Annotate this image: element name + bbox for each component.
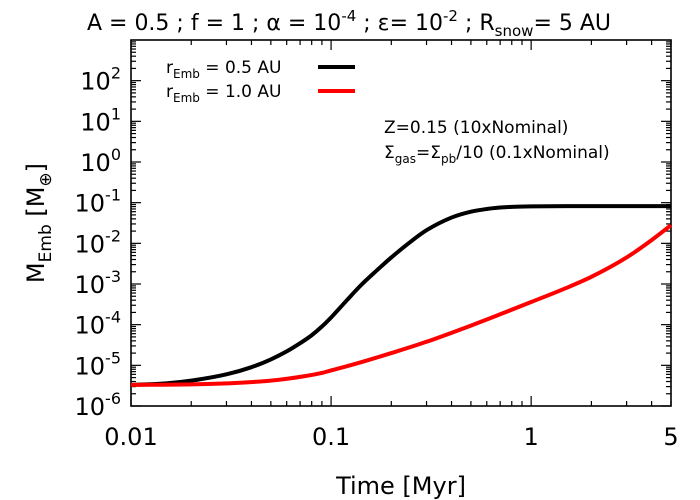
y-label-unit: [M	[22, 187, 50, 225]
legend-label-0: rEmb = 0.5 AU	[166, 58, 281, 81]
legend-sub-1: Emb	[173, 91, 200, 105]
series-line-1	[130, 223, 673, 387]
x-tick-label: 1	[524, 423, 539, 451]
y-tick-label: 10-3	[75, 267, 122, 299]
annot-rest: /10 (0.1xNominal)	[456, 143, 609, 163]
y-axis-label: MEmb [M⊕]	[22, 163, 56, 283]
annotation-line-2: Σgas=Σpb/10 (0.1xNominal)	[384, 143, 610, 166]
chart-title: A = 0.5 ; f = 1 ; α = 10-4 ; ε= 10-2 ; R…	[87, 7, 611, 40]
y-tick-label: 101	[80, 104, 121, 136]
legend-main-0: r	[166, 58, 173, 78]
title-part-c: ; R	[458, 11, 495, 36]
y-tick-label: 102	[80, 64, 121, 96]
y-label-main: M	[22, 262, 50, 283]
y-tick-label: 10-5	[75, 348, 122, 380]
x-tick-label: 0.01	[104, 423, 157, 451]
y-label-close: ]	[22, 163, 50, 172]
annot-eq: =Σ	[416, 143, 441, 163]
series-layer	[130, 204, 673, 387]
x-tick-label: 0.1	[312, 423, 350, 451]
title-part-d: = 5 AU	[533, 11, 611, 36]
annotation: Z=0.15 (10xNominal) Σgas=Σpb/10 (0.1xNom…	[384, 118, 610, 166]
legend-rest-1: = 1.0 AU	[200, 82, 282, 102]
annot-sub-pb: pb	[441, 152, 456, 166]
y-axis: 10-6 10-5 10-4 10-3 10-2 10-1 100 101 102	[75, 41, 671, 421]
y-label-sub: Emb	[36, 224, 56, 262]
y-tick-label: 100	[80, 145, 121, 177]
title-part-b: ; ε= 10	[356, 11, 443, 36]
title-exp-a: -4	[341, 7, 356, 25]
annotation-line-1: Z=0.15 (10xNominal)	[384, 118, 568, 138]
series-line-0	[130, 204, 671, 387]
legend: rEmb = 0.5 AU rEmb = 1.0 AU	[166, 58, 355, 105]
title-part-a: A = 0.5 ; f = 1 ; α = 10	[87, 11, 341, 36]
y-tick-label: 10-1	[75, 186, 122, 218]
legend-label-1: rEmb = 1.0 AU	[166, 82, 281, 105]
x-axis: 0.01 0.1 1 5	[104, 40, 679, 451]
annot-sigma-1: Σ	[384, 143, 395, 163]
y-tick-label: 10-2	[75, 226, 122, 258]
y-label-unit-sub: ⊕	[36, 172, 56, 186]
legend-rest-0: = 0.5 AU	[200, 58, 282, 78]
y-tick-label: 10-4	[75, 308, 122, 340]
legend-sub-0: Emb	[173, 67, 200, 81]
x-tick-label: 5	[663, 423, 678, 451]
title-sub-c: snow	[495, 22, 534, 40]
x-axis-label: Time [Myr]	[335, 472, 466, 500]
annot-sub-gas: gas	[395, 152, 416, 166]
y-tick-label: 10-6	[75, 389, 122, 421]
legend-main-1: r	[166, 82, 173, 102]
title-exp-b: -2	[443, 7, 458, 25]
plot-frame	[130, 39, 672, 407]
